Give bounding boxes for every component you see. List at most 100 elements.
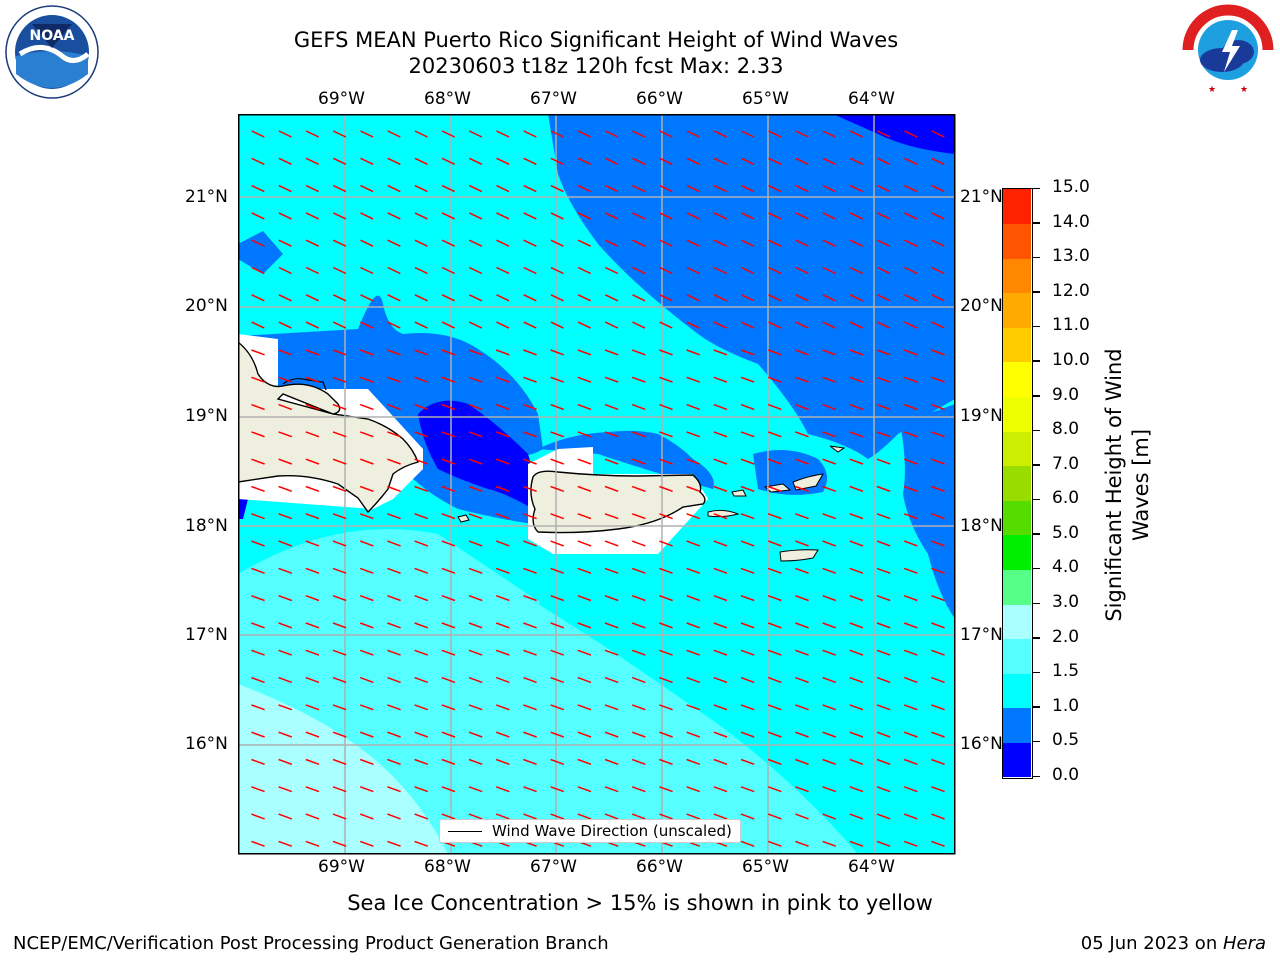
wind-wave-arrow <box>604 813 619 820</box>
wind-wave-arrow <box>251 130 265 138</box>
wind-wave-arrow <box>604 622 619 629</box>
wind-wave-arrow <box>631 513 646 520</box>
wind-wave-arrow <box>713 184 728 193</box>
wind-wave-arrow <box>359 786 374 793</box>
wind-wave-arrow <box>523 321 537 329</box>
island-stthomas <box>763 483 792 493</box>
wind-wave-arrow <box>305 485 320 493</box>
wind-wave-arrow <box>876 676 891 684</box>
wind-wave-arrow <box>931 239 945 247</box>
wind-wave-arrow <box>577 485 592 493</box>
wind-wave-arrow <box>523 758 537 766</box>
wind-wave-arrow <box>767 458 782 465</box>
wind-wave-arrow <box>441 239 456 247</box>
wind-wave-arrow <box>441 513 456 520</box>
wind-wave-arrow <box>305 594 320 602</box>
wind-wave-arrow <box>441 431 456 438</box>
map-panel <box>238 114 956 855</box>
wind-wave-arrow <box>713 376 728 383</box>
wind-wave-arrow <box>631 731 646 738</box>
wind-wave-arrow <box>577 540 592 547</box>
wind-wave-arrow <box>931 758 945 766</box>
wind-wave-arrow <box>713 130 728 138</box>
wind-wave-arrow <box>686 513 701 520</box>
wind-wave-arrow <box>713 321 728 329</box>
wind-wave-arrow <box>659 431 673 438</box>
wind-wave-arrow <box>414 403 429 411</box>
wind-wave-arrow <box>495 676 510 684</box>
wind-wave-arrow <box>359 649 374 656</box>
wind-wave-arrow <box>767 567 782 574</box>
wave-band-0 <box>418 400 535 509</box>
wind-wave-arrow <box>468 594 483 602</box>
wind-wave-arrow <box>740 266 755 275</box>
colorbar-tick-mark <box>1033 360 1040 362</box>
wind-wave-arrow <box>903 567 918 574</box>
wind-wave-arrow <box>931 731 945 738</box>
sea-ice-note: Sea Ice Concentration > 15% is shown in … <box>347 891 933 915</box>
wind-wave-arrow <box>768 157 782 165</box>
wind-wave-arrow <box>468 731 483 738</box>
wind-wave-arrow <box>876 649 891 656</box>
wind-wave-arrow <box>523 540 537 547</box>
wind-wave-arrow <box>305 130 320 138</box>
wind-wave-arrow <box>577 184 592 193</box>
wind-wave-arrow <box>360 130 374 138</box>
colorbar-tick-label: 2.0 <box>1052 626 1080 647</box>
wind-wave-arrow <box>631 622 646 629</box>
wind-wave-arrow <box>767 376 782 383</box>
wind-wave-arrow <box>931 458 945 465</box>
wind-wave-arrow <box>604 431 619 438</box>
wind-wave-arrow <box>931 813 945 820</box>
wind-wave-arrow <box>305 840 320 847</box>
wind-wave-arrow <box>332 540 347 547</box>
wind-wave-arrow <box>686 239 700 247</box>
wind-wave-arrow <box>523 403 537 411</box>
colorbar-tick-label: 10.0 <box>1052 349 1090 370</box>
wind-wave-arrow <box>523 458 537 465</box>
wind-wave-arrow <box>414 840 429 847</box>
wind-wave-arrow <box>740 130 755 138</box>
wind-wave-arrow <box>441 676 456 684</box>
title-line-2: 20230603 t18z 120h fcst Max: 2.33 <box>408 54 784 78</box>
wind-wave-arrow <box>931 567 945 574</box>
wind-wave-arrow <box>713 513 728 520</box>
wind-wave-arrow <box>359 758 374 766</box>
wind-wave-arrow <box>414 349 429 356</box>
wind-wave-arrow <box>251 513 265 520</box>
wind-wave-arrow <box>495 594 510 602</box>
wind-wave-arrow <box>740 731 755 738</box>
lon-label-bottom: 64°W <box>848 857 895 877</box>
wind-wave-arrow <box>523 676 537 684</box>
wind-wave-arrow <box>550 266 564 275</box>
wind-wave-arrow <box>740 458 755 465</box>
wind-wave-arrow <box>278 567 293 574</box>
wind-wave-arrow <box>659 485 673 493</box>
wind-wave-arrow <box>876 403 891 411</box>
wind-wave-arrow <box>849 485 864 493</box>
wind-wave-arrow <box>849 431 864 438</box>
wind-wave-arrow <box>849 813 864 820</box>
wind-wave-arrow <box>387 376 401 383</box>
wind-wave-arrow <box>550 349 565 356</box>
wind-wave-arrow <box>659 239 673 247</box>
map-legend: Wind Wave Direction (unscaled) <box>439 819 741 843</box>
wind-wave-arrow <box>441 294 456 302</box>
wind-wave-arrow <box>876 485 891 493</box>
wind-wave-arrow <box>686 266 700 275</box>
wind-wave-arrow <box>523 622 537 629</box>
wind-wave-arrow <box>441 540 456 547</box>
wave-band-0.5 <box>900 404 955 619</box>
wind-wave-arrow <box>876 786 891 793</box>
wind-wave-arrow <box>795 813 809 820</box>
wind-wave-arrow <box>686 622 701 629</box>
colorbar-tick-label: 8.0 <box>1052 419 1080 440</box>
wind-wave-arrow <box>903 349 918 356</box>
wind-wave-arrow <box>659 731 673 738</box>
wind-wave-arrow <box>387 676 401 684</box>
colorbar-segment <box>1003 431 1031 467</box>
wind-wave-arrow <box>822 786 837 793</box>
island-mona <box>457 514 470 523</box>
wind-wave-arrow <box>795 704 809 711</box>
wind-wave-arrow <box>659 403 673 411</box>
